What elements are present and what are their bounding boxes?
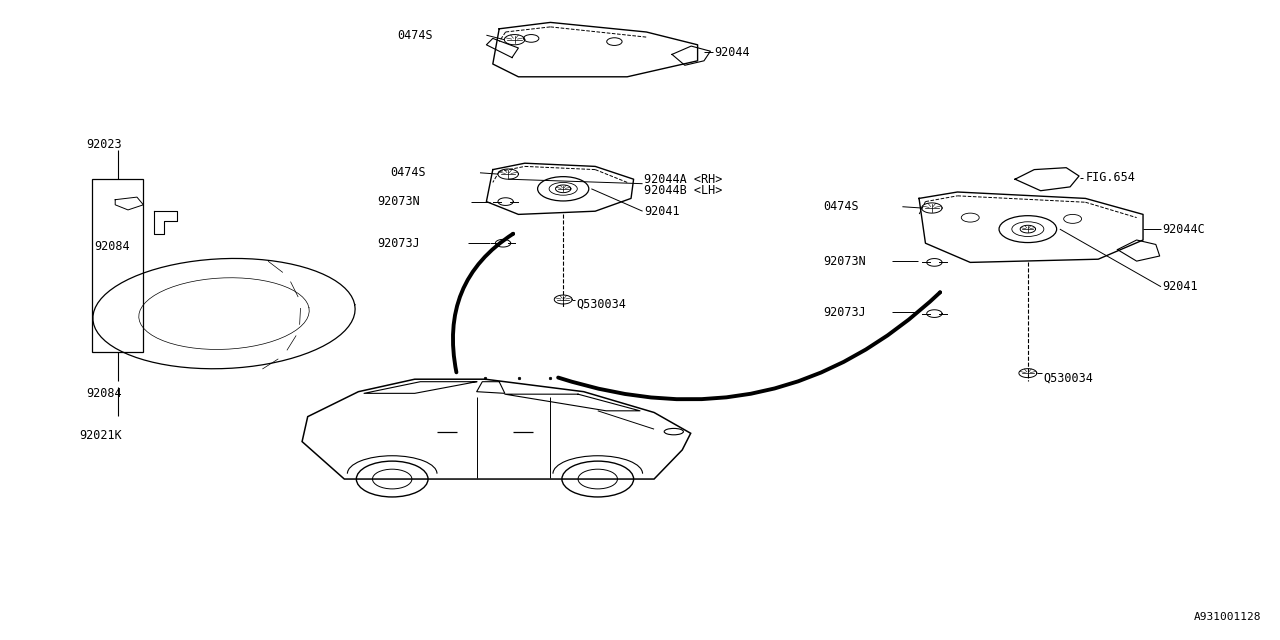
Text: 92041: 92041 <box>1162 280 1198 293</box>
Text: 92073N: 92073N <box>378 195 420 208</box>
Text: 92044A <RH>: 92044A <RH> <box>644 173 722 186</box>
FancyArrowPatch shape <box>453 234 513 372</box>
Text: 92023: 92023 <box>86 138 122 150</box>
Text: 92044B <LH>: 92044B <LH> <box>644 184 722 196</box>
Text: 92073J: 92073J <box>823 306 865 319</box>
Text: 92041: 92041 <box>644 205 680 218</box>
Text: 92073J: 92073J <box>378 237 420 250</box>
Text: 0474S: 0474S <box>390 166 426 179</box>
Text: 92084: 92084 <box>95 240 131 253</box>
Text: 92044C: 92044C <box>1162 223 1204 236</box>
Text: 92044: 92044 <box>714 46 750 59</box>
Text: FIG.654: FIG.654 <box>1085 172 1135 184</box>
Text: A931001128: A931001128 <box>1193 612 1261 622</box>
Text: Q530034: Q530034 <box>1043 371 1093 384</box>
FancyArrowPatch shape <box>558 292 940 399</box>
Text: 92084: 92084 <box>86 387 122 400</box>
Text: 0474S: 0474S <box>397 29 433 42</box>
Text: Q530034: Q530034 <box>576 298 626 310</box>
Text: 0474S: 0474S <box>823 200 859 213</box>
Text: 92021K: 92021K <box>79 429 122 442</box>
Text: 92073N: 92073N <box>823 255 865 268</box>
Bar <box>92 179 143 352</box>
